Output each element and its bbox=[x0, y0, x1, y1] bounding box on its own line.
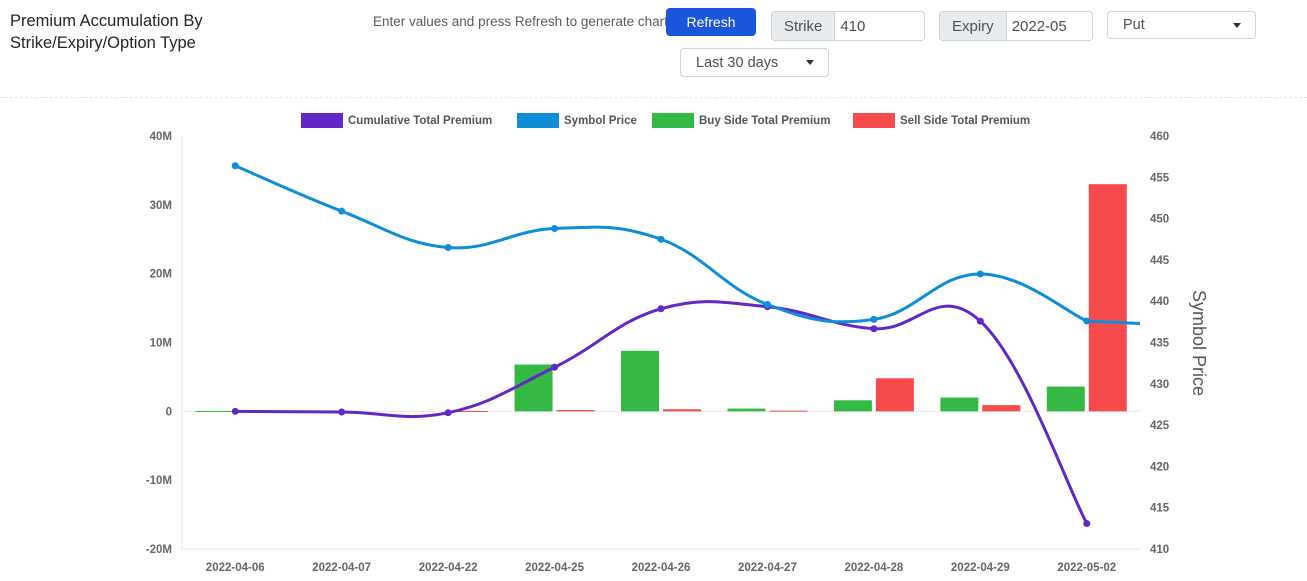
y-left-tick-label: 30M bbox=[150, 200, 172, 212]
y-left-tick-label: 10M bbox=[150, 338, 172, 350]
x-tick-label: 2022-04-28 bbox=[844, 562, 903, 574]
instruction-text: Enter values and press Refresh to genera… bbox=[373, 14, 668, 29]
buy-side-total-premium-bar bbox=[833, 400, 872, 412]
sell-side-total-premium-bar bbox=[556, 409, 595, 412]
buy-side-total-premium-bar bbox=[621, 350, 659, 412]
y-right-tick-label: 425 bbox=[1150, 420, 1170, 432]
y-right-tick-label: 455 bbox=[1150, 172, 1170, 184]
y-left-tick-label: 40M bbox=[150, 131, 172, 143]
sell-side-total-premium-bar bbox=[1088, 184, 1127, 412]
x-tick-label: 2022-04-07 bbox=[312, 562, 371, 574]
y-right-tick-label: 460 bbox=[1150, 131, 1169, 143]
x-tick-label: 2022-04-06 bbox=[206, 562, 265, 574]
period-select[interactable]: Last 30 days bbox=[680, 48, 829, 77]
page-title: Premium Accumulation By Strike/Expiry/Op… bbox=[10, 12, 203, 52]
symbol-price-point bbox=[444, 244, 452, 252]
symbol-price-point bbox=[870, 315, 878, 323]
option-type-select[interactable]: Put bbox=[1107, 11, 1256, 39]
symbol-price-legend-label: Symbol Price bbox=[564, 115, 637, 127]
symbol-price-point bbox=[657, 235, 665, 243]
cumulative-total-premium-legend-label: Cumulative Total Premium bbox=[348, 115, 492, 127]
header-divider bbox=[0, 97, 1307, 98]
sell-side-total-premium-legend-swatch bbox=[853, 113, 895, 128]
cumulative-total-premium-point bbox=[657, 305, 665, 313]
symbol-price-line bbox=[234, 164, 1141, 326]
buy-side-total-premium-bar bbox=[1046, 386, 1085, 412]
sell-side-total-premium-bar bbox=[769, 410, 808, 412]
strike-input-group: Strike bbox=[771, 11, 925, 41]
cumulative-total-premium-point bbox=[338, 408, 346, 416]
sell-side-total-premium-bar bbox=[982, 405, 1021, 412]
cumulative-total-premium-point bbox=[976, 317, 984, 325]
buy-side-total-premium-bar bbox=[727, 408, 766, 412]
y-right-tick-label: 450 bbox=[1150, 214, 1169, 226]
y-right-tick-label: 435 bbox=[1150, 338, 1170, 350]
y-left-tick-label: 0 bbox=[166, 406, 172, 418]
expiry-input-group: Expiry bbox=[939, 11, 1093, 41]
x-tick-label: 2022-04-26 bbox=[632, 562, 691, 574]
cumulative-total-premium-point bbox=[551, 363, 559, 371]
sell-side-total-premium-bar bbox=[875, 378, 914, 412]
buy-side-total-premium-bar bbox=[195, 410, 234, 412]
buy-side-total-premium-legend-label: Buy Side Total Premium bbox=[699, 115, 830, 127]
refresh-button[interactable]: Refresh bbox=[666, 8, 756, 36]
cumulative-total-premium-legend-swatch bbox=[301, 113, 343, 128]
period-value: Last 30 days bbox=[696, 54, 779, 71]
symbol-price-point bbox=[551, 225, 559, 233]
strike-input[interactable] bbox=[835, 12, 920, 40]
buy-side-total-premium-bar bbox=[940, 397, 979, 412]
sell-side-total-premium-bar bbox=[663, 409, 701, 412]
y-left-tick-label: -10M bbox=[146, 475, 172, 487]
y-right-tick-label: 445 bbox=[1150, 255, 1170, 267]
expiry-label: Expiry bbox=[940, 12, 1007, 40]
chevron-down-icon bbox=[806, 60, 814, 65]
y-right-tick-label: 410 bbox=[1150, 544, 1169, 556]
sell-side-total-premium-bar bbox=[450, 410, 489, 412]
y-left-tick-label: -20M bbox=[146, 544, 172, 556]
y-right-tick-label: 415 bbox=[1150, 503, 1170, 515]
symbol-price-point bbox=[338, 207, 346, 215]
sell-side-total-premium-legend-label: Sell Side Total Premium bbox=[900, 115, 1030, 127]
x-tick-label: 2022-04-29 bbox=[951, 562, 1010, 574]
x-tick-label: 2022-04-27 bbox=[738, 562, 797, 574]
x-tick-label: 2022-04-25 bbox=[525, 562, 584, 574]
option-type-value: Put bbox=[1123, 17, 1145, 33]
y-left-tick-label: 20M bbox=[150, 269, 172, 281]
symbol-price-point bbox=[763, 301, 771, 309]
y-right-axis-title: Symbol Price bbox=[1189, 290, 1209, 396]
expiry-input[interactable] bbox=[1006, 12, 1089, 40]
cumulative-total-premium-point bbox=[231, 407, 239, 415]
x-tick-label: 2022-05-02 bbox=[1057, 562, 1116, 574]
y-right-tick-label: 440 bbox=[1150, 296, 1169, 308]
cumulative-total-premium-point bbox=[1083, 520, 1091, 528]
chevron-down-icon bbox=[1233, 22, 1241, 28]
symbol-price-point bbox=[1083, 317, 1091, 325]
cumulative-total-premium-point bbox=[444, 409, 452, 417]
buy-side-total-premium-legend-swatch bbox=[652, 113, 694, 128]
symbol-price-point bbox=[976, 270, 984, 278]
symbol-price-legend-swatch bbox=[517, 113, 559, 128]
x-tick-label: 2022-04-22 bbox=[419, 562, 478, 574]
y-right-tick-label: 420 bbox=[1150, 461, 1169, 473]
y-right-tick-label: 430 bbox=[1150, 379, 1169, 391]
symbol-price-point bbox=[231, 162, 239, 170]
strike-label: Strike bbox=[772, 12, 836, 40]
cumulative-total-premium-point bbox=[870, 325, 878, 333]
cumulative-total-premium-line bbox=[235, 300, 1089, 525]
